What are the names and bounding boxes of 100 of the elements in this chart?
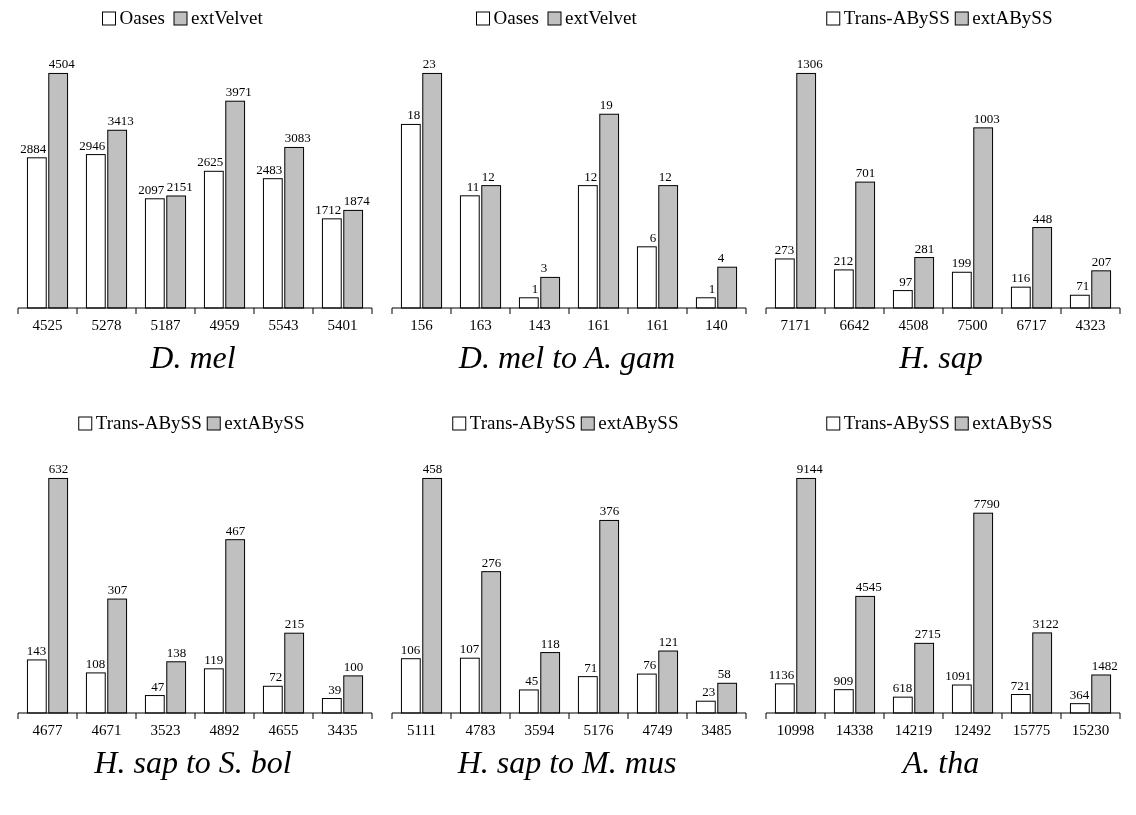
data-label: 276 bbox=[481, 554, 502, 570]
data-label: 106 bbox=[400, 641, 421, 657]
x-tick-label: 7171 bbox=[780, 317, 811, 333]
x-tick-label: 3523 bbox=[150, 722, 181, 738]
data-label: 212 bbox=[833, 252, 854, 268]
x-tick-label: 5176 bbox=[583, 722, 614, 738]
x-tick-label: 5543 bbox=[268, 317, 299, 333]
data-label: 12 bbox=[584, 168, 598, 184]
data-label: 2715 bbox=[914, 626, 941, 642]
data-label: 12 bbox=[481, 168, 495, 184]
x-tick-label: 5401 bbox=[327, 317, 358, 333]
x-tick-label: 10998 bbox=[776, 722, 815, 738]
data-label: 632 bbox=[48, 461, 69, 477]
x-tick-label: 15775 bbox=[1012, 722, 1051, 738]
legend-label: Oases bbox=[493, 7, 539, 28]
data-label: 39 bbox=[328, 681, 342, 697]
data-label: 2151 bbox=[166, 178, 193, 194]
data-label: 121 bbox=[658, 634, 679, 650]
x-tick-label: 7500 bbox=[957, 317, 988, 333]
x-tick-label: 4525 bbox=[32, 317, 63, 333]
data-label: 116 bbox=[1011, 270, 1031, 286]
x-tick-label: 143 bbox=[528, 317, 551, 333]
data-label: 76 bbox=[643, 657, 657, 673]
x-tick-label: 4655 bbox=[268, 722, 299, 738]
x-tick-label: 4508 bbox=[898, 317, 929, 333]
legend-label: Oases bbox=[119, 7, 165, 28]
legend-label: extABySS bbox=[224, 412, 305, 433]
data-label: 376 bbox=[599, 503, 620, 519]
x-tick-label: 5187 bbox=[150, 317, 181, 333]
data-label: 467 bbox=[225, 522, 246, 538]
legend-label: extABySS bbox=[972, 412, 1053, 433]
data-label: 3413 bbox=[107, 113, 134, 129]
x-tick-label: 161 bbox=[646, 317, 669, 333]
legend-label: Trans-ABySS bbox=[95, 412, 202, 433]
data-label: 1482 bbox=[1091, 657, 1118, 673]
data-label: 2884 bbox=[20, 140, 47, 156]
data-label: 119 bbox=[204, 651, 224, 667]
x-tick-label: 140 bbox=[705, 317, 728, 333]
data-label: 4545 bbox=[855, 579, 882, 595]
x-tick-label: 14219 bbox=[894, 722, 933, 738]
text: H. sap bbox=[898, 339, 983, 375]
x-tick-label: 4671 bbox=[91, 722, 122, 738]
x-tick-label: 3435 bbox=[327, 722, 358, 738]
text: H. sap to S. bol bbox=[93, 744, 292, 780]
data-label: 138 bbox=[166, 644, 187, 660]
x-tick-label: 5111 bbox=[407, 722, 436, 738]
data-label: 1 bbox=[708, 280, 716, 296]
data-label: 58 bbox=[717, 666, 731, 682]
data-label: 273 bbox=[774, 241, 795, 257]
x-tick-label: 12492 bbox=[953, 722, 992, 738]
data-label: 108 bbox=[85, 655, 106, 671]
x-tick-label: 4892 bbox=[209, 722, 240, 738]
data-label: 618 bbox=[892, 680, 913, 696]
text: D. mel bbox=[149, 339, 236, 375]
data-label: 45 bbox=[525, 672, 539, 688]
x-tick-label: 15230 bbox=[1071, 722, 1110, 738]
data-label: 1306 bbox=[796, 56, 824, 72]
data-label: 143 bbox=[26, 642, 47, 658]
data-label: 458 bbox=[422, 461, 443, 477]
data-label: 1003 bbox=[973, 110, 1000, 126]
data-label: 281 bbox=[914, 240, 935, 256]
data-label: 23 bbox=[422, 56, 436, 72]
data-label: 72 bbox=[269, 669, 283, 685]
data-label: 9144 bbox=[796, 461, 824, 477]
data-label: 71 bbox=[1076, 278, 1090, 294]
legend-label: Trans-ABySS bbox=[469, 412, 576, 433]
text: A. tha bbox=[900, 744, 980, 780]
legend-label: extVelvet bbox=[565, 7, 638, 28]
data-label: 118 bbox=[540, 635, 560, 651]
data-label: 2946 bbox=[79, 137, 106, 153]
x-tick-label: 4749 bbox=[642, 722, 673, 738]
data-label: 1136 bbox=[768, 666, 795, 682]
data-label: 2097 bbox=[138, 181, 165, 197]
data-label: 11 bbox=[466, 178, 480, 194]
x-tick-label: 14338 bbox=[835, 722, 874, 738]
data-label: 23 bbox=[702, 684, 716, 700]
data-label: 19 bbox=[599, 97, 613, 113]
x-tick-label: 5278 bbox=[91, 317, 122, 333]
data-label: 909 bbox=[833, 672, 854, 688]
data-label: 1 bbox=[531, 280, 539, 296]
x-tick-label: 4783 bbox=[465, 722, 496, 738]
legend-label: extABySS bbox=[598, 412, 679, 433]
data-label: 1874 bbox=[343, 193, 371, 209]
data-label: 2625 bbox=[197, 154, 224, 170]
data-label: 448 bbox=[1032, 210, 1053, 226]
data-label: 701 bbox=[855, 165, 876, 181]
data-label: 7790 bbox=[973, 496, 1000, 512]
x-tick-label: 4959 bbox=[209, 317, 240, 333]
data-label: 307 bbox=[107, 582, 128, 598]
data-label: 215 bbox=[284, 616, 305, 632]
x-tick-label: 4677 bbox=[32, 722, 63, 738]
x-tick-label: 156 bbox=[410, 317, 434, 333]
data-label: 4504 bbox=[48, 56, 76, 72]
data-label: 2483 bbox=[256, 161, 283, 177]
data-label: 1091 bbox=[945, 668, 972, 684]
x-tick-label: 161 bbox=[587, 317, 610, 333]
text: D. mel to A. gam bbox=[457, 339, 676, 375]
data-label: 100 bbox=[343, 658, 364, 674]
data-label: 6 bbox=[649, 229, 657, 245]
legend-label: extABySS bbox=[972, 7, 1053, 28]
